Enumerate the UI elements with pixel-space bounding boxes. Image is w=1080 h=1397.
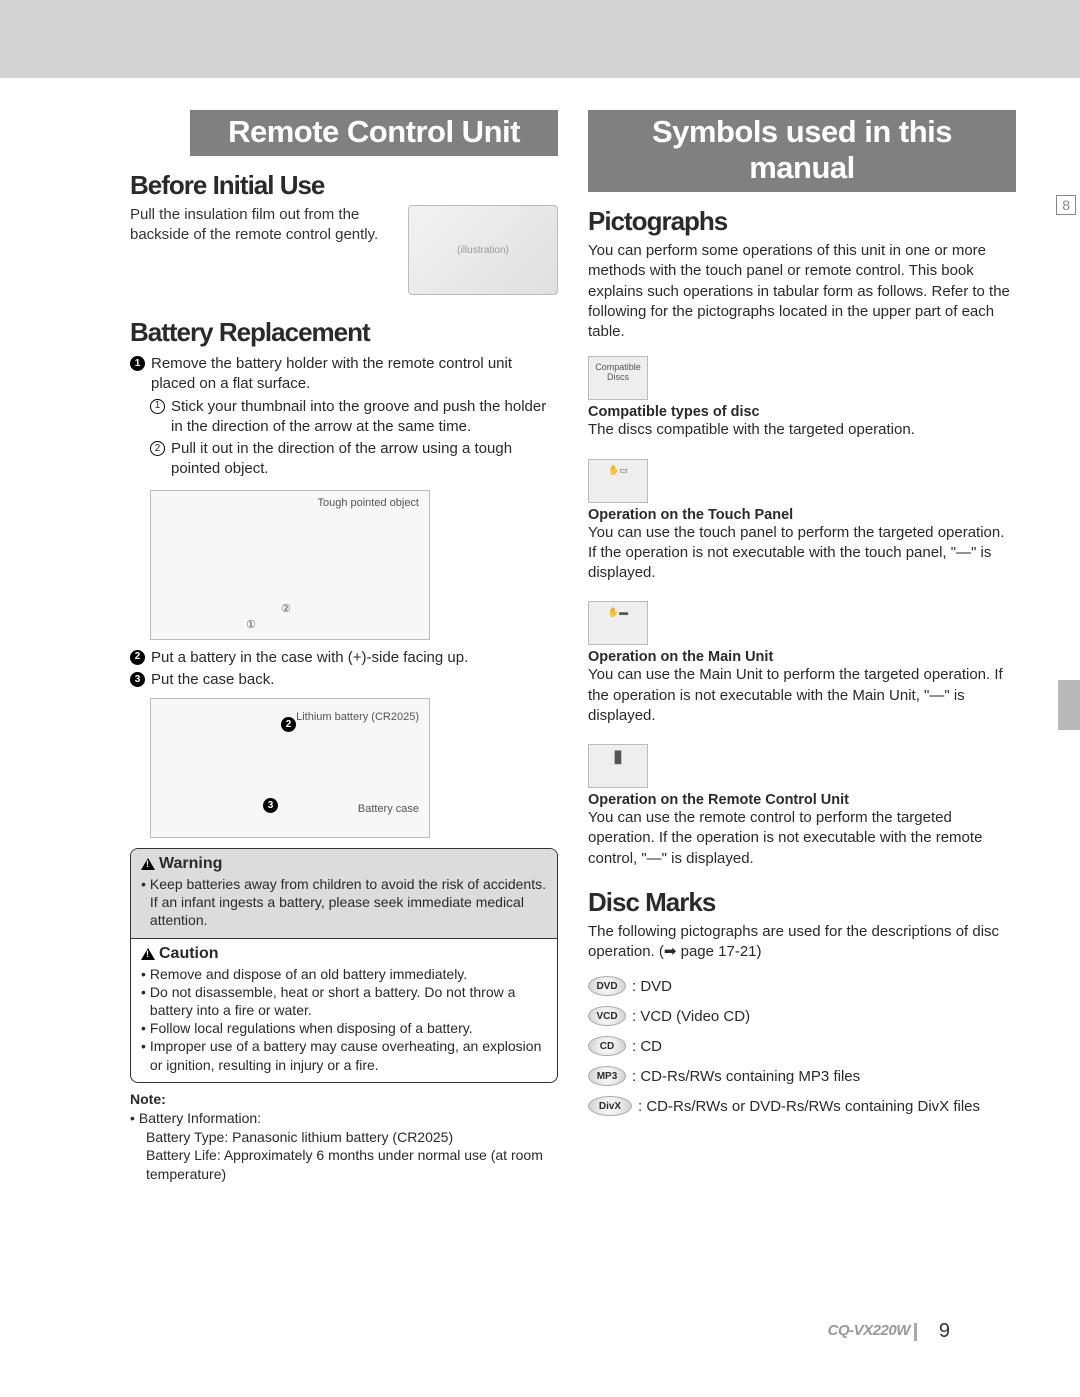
- page-number: 9: [939, 1320, 950, 1343]
- caution-title: Caution: [159, 945, 219, 963]
- step-2-icon: 2: [130, 650, 145, 665]
- note-l1: Battery Type: Panasonic lithium battery …: [146, 1128, 558, 1147]
- step-1-icon: 1: [130, 356, 145, 371]
- substep-1-icon: 1: [150, 399, 165, 414]
- disc-mark-dvd: DVD : DVD: [588, 976, 1016, 996]
- left-title-banner: Remote Control Unit: [190, 110, 558, 156]
- warning-title: Warning: [159, 855, 222, 873]
- picto-3-title: Operation on the Main Unit: [588, 649, 1016, 665]
- fig1-label: Tough pointed object: [317, 497, 419, 509]
- model-number: CQ-VX220W: [828, 1322, 910, 1339]
- page-ref-tab: 8: [1056, 195, 1076, 215]
- disc-mark-cd: CD : CD: [588, 1036, 1016, 1056]
- battery-heading: Battery Replacement: [130, 317, 558, 348]
- disc-mark-vcd: VCD : VCD (Video CD): [588, 1006, 1016, 1026]
- cd-desc: : CD: [632, 1038, 662, 1055]
- mp3-icon: MP3: [588, 1066, 626, 1086]
- cd-icon: CD: [588, 1036, 626, 1056]
- battery-holder-illustration: Tough pointed object ① ②: [150, 490, 430, 640]
- vcd-desc: : VCD (Video CD): [632, 1008, 750, 1025]
- side-grey-tab: [1058, 680, 1080, 730]
- fig2-label2: Battery case: [358, 803, 419, 815]
- step-3-text: Put the case back.: [151, 670, 274, 690]
- substep-1-text: Stick your thumbnail into the groove and…: [171, 397, 558, 438]
- caution-b3: Follow local regulations when disposing …: [150, 1019, 473, 1037]
- language-tab: English: [1076, 98, 1080, 174]
- dvd-icon: DVD: [588, 976, 626, 996]
- main-unit-icon: ✋▬: [588, 601, 648, 645]
- picto-2-title: Operation on the Touch Panel: [588, 507, 1016, 523]
- top-grey-bar: [0, 0, 1080, 78]
- picto-2-desc: You can use the touch panel to perform t…: [588, 523, 1016, 584]
- disc-mark-divx: DivX : CD-Rs/RWs or DVD-Rs/RWs containin…: [588, 1096, 1016, 1116]
- caution-b4: Improper use of a battery may cause over…: [150, 1037, 547, 1073]
- battery-case-illustration: 2 Lithium battery (CR2025) 3 Battery cas…: [150, 698, 430, 838]
- picto-1-desc: The discs compatible with the targeted o…: [588, 420, 1016, 440]
- pictographs-heading: Pictographs: [588, 206, 1016, 237]
- vcd-icon: VCD: [588, 1006, 626, 1026]
- picto-4-desc: You can use the remote control to perfor…: [588, 808, 1016, 869]
- discmarks-intro: The following pictographs are used for t…: [588, 922, 1016, 963]
- step-1-text: Remove the battery holder with the remot…: [151, 354, 558, 395]
- before-text: Pull the insulation film out from the ba…: [130, 205, 398, 295]
- mp3-desc: : CD-Rs/RWs containing MP3 files: [632, 1068, 860, 1085]
- touch-panel-icon: ✋▭: [588, 459, 648, 503]
- substep-2-icon: 2: [150, 441, 165, 456]
- step-3-icon: 3: [130, 672, 145, 687]
- caution-b2: Do not disassemble, heat or short a batt…: [150, 983, 547, 1019]
- note-l2: Battery Life: Approximately 6 months und…: [146, 1146, 558, 1184]
- caution-b1: Remove and dispose of an old battery imm…: [150, 965, 467, 983]
- page-footer: CQ-VX220W 9: [828, 1320, 950, 1343]
- warning-caution-box: Warning •Keep batteries away from childr…: [130, 848, 558, 1083]
- right-title-banner: Symbols used in this manual: [588, 110, 1016, 192]
- substep-2-text: Pull it out in the direction of the arro…: [171, 439, 558, 480]
- caution-icon: [141, 948, 155, 960]
- note-b1: Battery Information:: [139, 1109, 261, 1128]
- fig2-label1: Lithium battery (CR2025): [296, 711, 419, 723]
- picto-4-title: Operation on the Remote Control Unit: [588, 792, 1016, 808]
- divx-icon: DivX: [588, 1096, 632, 1116]
- warning-b1: Keep batteries away from children to avo…: [150, 875, 547, 930]
- pictographs-intro: You can perform some operations of this …: [588, 241, 1016, 342]
- disc-mark-mp3: MP3 : CD-Rs/RWs containing MP3 files: [588, 1066, 1016, 1086]
- insulation-film-illustration: (illustration): [408, 205, 558, 295]
- dvd-desc: : DVD: [632, 978, 672, 995]
- warning-icon: [141, 858, 155, 870]
- divx-desc: : CD-Rs/RWs or DVD-Rs/RWs containing Div…: [638, 1098, 980, 1115]
- right-column: Symbols used in this manual Pictographs …: [588, 110, 1060, 1184]
- left-column: Remote Control Unit Before Initial Use P…: [130, 110, 558, 1184]
- remote-control-icon: ▮: [588, 744, 648, 788]
- picto-3-desc: You can use the Main Unit to perform the…: [588, 665, 1016, 726]
- discmarks-heading: Disc Marks: [588, 887, 1016, 918]
- compatible-discs-icon: Compatible Discs: [588, 356, 648, 400]
- picto-1-title: Compatible types of disc: [588, 404, 1016, 420]
- step-2-text: Put a battery in the case with (+)-side …: [151, 648, 468, 668]
- before-heading: Before Initial Use: [130, 170, 558, 201]
- note-title: Note:: [130, 1091, 558, 1107]
